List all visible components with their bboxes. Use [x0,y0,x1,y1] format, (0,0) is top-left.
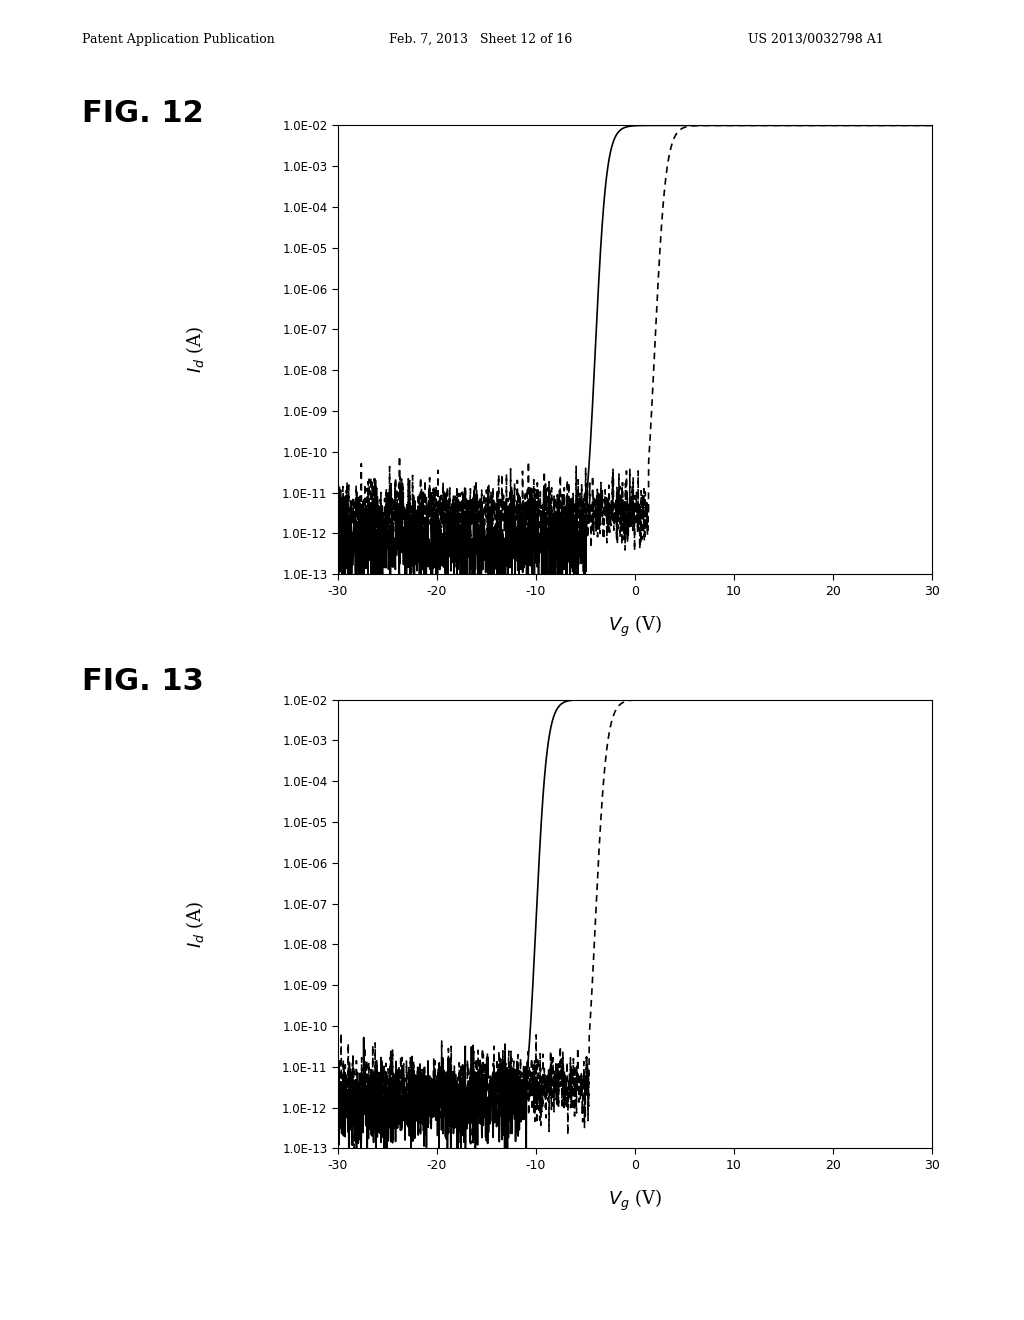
Text: Feb. 7, 2013   Sheet 12 of 16: Feb. 7, 2013 Sheet 12 of 16 [389,33,572,46]
Text: $I_d$ (A): $I_d$ (A) [183,326,206,374]
Text: FIG. 12: FIG. 12 [82,99,204,128]
Text: Patent Application Publication: Patent Application Publication [82,33,274,46]
Text: US 2013/0032798 A1: US 2013/0032798 A1 [748,33,884,46]
Text: FIG. 13: FIG. 13 [82,667,204,696]
Text: $V_g$ (V): $V_g$ (V) [608,1188,662,1213]
Text: $I_d$ (A): $I_d$ (A) [183,900,206,948]
Text: $V_g$ (V): $V_g$ (V) [608,614,662,639]
